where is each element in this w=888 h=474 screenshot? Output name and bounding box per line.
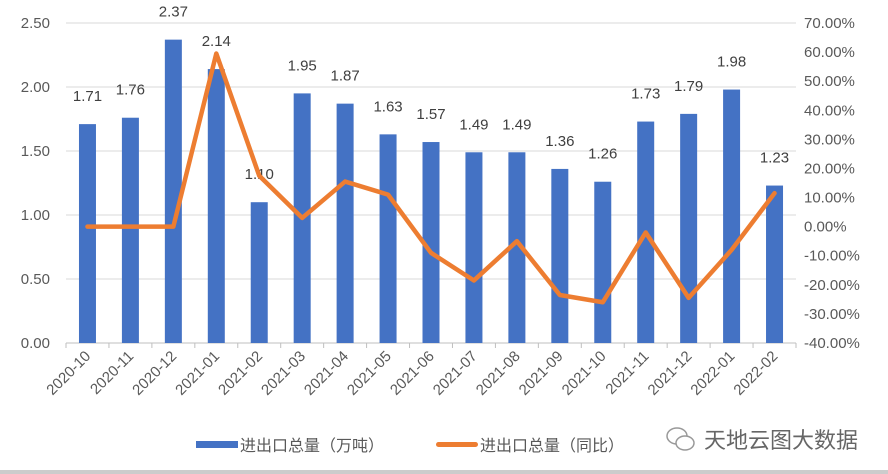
bar-data-label: 1.49	[502, 116, 531, 133]
bar-data-label: 1.71	[73, 88, 102, 105]
bar-data-label: 1.57	[416, 106, 445, 123]
right-tick-label: 40.00%	[804, 102, 855, 119]
x-tick-label: 2020-12	[129, 348, 180, 399]
x-tick-label: 2021-11	[602, 348, 652, 398]
right-tick-label: 10.00%	[804, 190, 855, 207]
x-tick-label: 2021-04	[301, 348, 352, 399]
bar	[78, 124, 96, 344]
bar	[723, 89, 741, 343]
right-tick-label: 70.00%	[804, 15, 855, 32]
right-tick-label: -10.00%	[804, 248, 860, 265]
x-tick-label: 2020-10	[43, 348, 94, 399]
legend-item-line: 进出口总量（同比）	[436, 432, 624, 456]
bar	[207, 69, 225, 343]
wechat-icon	[666, 427, 695, 451]
right-tick-label: 30.00%	[804, 131, 855, 148]
right-tick-label: -20.00%	[804, 277, 860, 294]
x-tick-label: 2021-05	[344, 348, 395, 399]
x-tick-label: 2021-12	[645, 348, 696, 399]
x-tick-label: 2022-02	[730, 348, 781, 399]
bar-data-label: 1.95	[288, 57, 317, 74]
left-tick-label: 0.00	[21, 335, 50, 352]
legend-swatch-line	[436, 441, 478, 447]
watermark-text: 天地云图大数据	[704, 428, 859, 453]
x-tick-label: 2021-02	[215, 348, 266, 399]
x-tick-label: 2020-11	[87, 348, 137, 398]
x-tick-label: 2021-03	[258, 348, 309, 399]
x-tick-label: 2021-07	[430, 348, 481, 399]
bar	[680, 113, 698, 343]
right-tick-label: -40.00%	[804, 335, 860, 352]
left-tick-label: 0.50	[21, 271, 50, 288]
bar-data-label: 1.26	[588, 146, 617, 163]
bar-data-label: 1.63	[373, 98, 402, 115]
bar	[508, 152, 526, 343]
bar	[336, 103, 354, 343]
bar-data-label: 1.36	[545, 133, 574, 150]
bar-data-label: 1.87	[331, 68, 360, 85]
bar-data-label: 1.79	[674, 78, 703, 95]
x-tick-label: 2021-10	[559, 348, 610, 399]
legend-item-bar: 进出口总量（万吨）	[196, 432, 384, 456]
legend-swatch-bar	[196, 440, 238, 448]
bottom-border	[0, 470, 888, 474]
bar	[379, 134, 397, 343]
bar	[465, 152, 483, 343]
bar	[250, 202, 268, 343]
bar-data-label: 1.73	[631, 86, 660, 103]
bar	[766, 185, 784, 343]
bar	[164, 39, 182, 343]
bar-data-label: 1.98	[717, 54, 746, 71]
watermark: 天地云图大数据	[664, 423, 858, 455]
right-tick-label: 20.00%	[804, 160, 855, 177]
right-tick-label: -30.00%	[804, 306, 860, 323]
x-tick-label: 2021-01	[172, 348, 223, 399]
bar-data-label: 2.37	[159, 4, 188, 21]
x-tick-label: 2021-09	[516, 348, 567, 399]
legend-label-line: 进出口总量（同比）	[480, 438, 625, 455]
left-tick-label: 1.50	[21, 143, 50, 160]
legend-label-bar: 进出口总量（万吨）	[240, 438, 385, 455]
right-tick-label: 60.00%	[804, 44, 855, 61]
right-tick-label: 50.00%	[804, 73, 855, 90]
x-tick-label: 2021-06	[387, 348, 438, 399]
bar	[121, 117, 139, 343]
right-tick-label: 0.00%	[804, 219, 847, 236]
bar-data-label: 1.76	[116, 82, 145, 99]
bar-data-label: 1.23	[760, 150, 789, 167]
left-tick-label: 1.00	[21, 207, 50, 224]
left-tick-label: 2.00	[21, 79, 50, 96]
bar	[594, 181, 612, 343]
bar-data-label: 1.49	[459, 116, 488, 133]
bar	[422, 142, 440, 343]
left-tick-label: 2.50	[21, 15, 50, 32]
bar	[551, 168, 569, 343]
bar-data-label: 2.14	[202, 33, 231, 50]
x-tick-label: 2022-01	[687, 348, 738, 399]
x-tick-label: 2021-08	[473, 348, 524, 399]
